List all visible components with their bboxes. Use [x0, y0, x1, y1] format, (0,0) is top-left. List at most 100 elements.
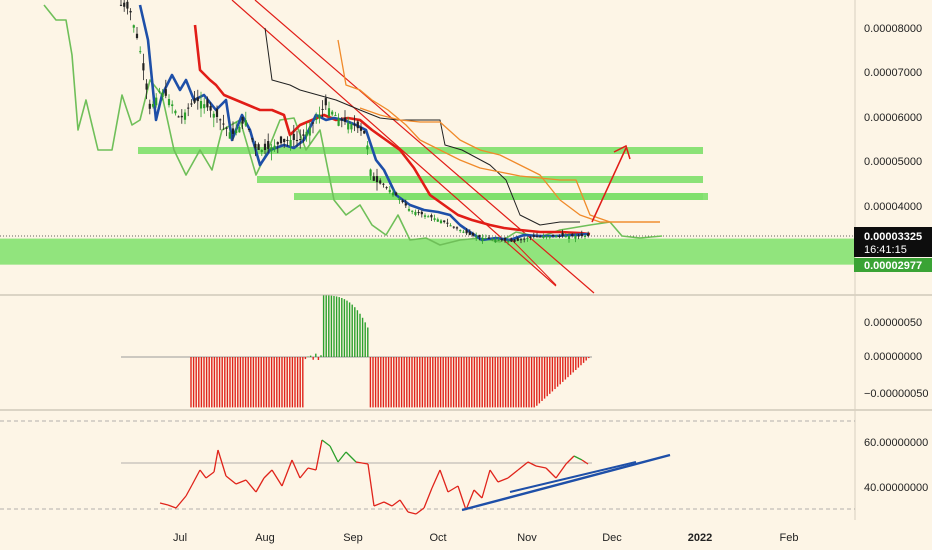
price-tick-label: 0.00006000: [864, 112, 922, 124]
candle-body: [571, 234, 574, 236]
arrow-shaft: [591, 147, 627, 223]
candlesticks: [119, 0, 590, 246]
rsi-segment: [465, 489, 475, 511]
time-tick-label: Dec: [602, 532, 622, 544]
candle-body: [436, 219, 439, 222]
candle-body: [327, 108, 331, 117]
rsi-segment: [291, 459, 301, 479]
rsi-segment: [271, 469, 283, 487]
candle-body: [206, 99, 209, 108]
candle-body: [276, 142, 279, 145]
resistance-band-1: [138, 147, 703, 154]
candle-body: [199, 101, 203, 109]
candle-body: [484, 238, 487, 240]
rsi-segment: [383, 501, 393, 507]
candle-body: [507, 241, 510, 243]
candle-body: [401, 200, 404, 203]
oscillator-tick-label: 0.00000050: [864, 317, 922, 329]
candle-body: [321, 108, 324, 110]
candle-body: [235, 130, 238, 134]
candle-body: [555, 236, 558, 238]
rsi-panel: [0, 420, 855, 515]
candle-body: [558, 235, 561, 237]
candle-body: [129, 10, 132, 13]
time-tick-label: Nov: [517, 532, 537, 544]
candle-body: [135, 33, 139, 38]
oscillator-histogram: [121, 295, 592, 408]
support-band: [0, 238, 855, 265]
candle-body: [535, 236, 539, 238]
candle-body: [164, 89, 167, 96]
resistance-band-2: [257, 176, 703, 183]
candle-body: [363, 130, 366, 134]
support-resistance-bands: [0, 147, 855, 265]
rsi-segment: [581, 459, 589, 465]
rsi-segment: [447, 485, 459, 493]
candle-body: [305, 131, 308, 137]
price-indicators: [43, 4, 663, 246]
rsi-trendline-2: [509, 461, 637, 493]
candle-body: [279, 136, 283, 144]
candle-body: [439, 220, 443, 223]
last-price-box: 0.00003325 16:41:15: [854, 227, 932, 257]
rsi-segment: [391, 499, 401, 507]
rsi-segment: [185, 484, 193, 497]
rsi-segment: [373, 501, 385, 507]
rsi-segment: [507, 469, 519, 479]
candle-body: [260, 150, 263, 152]
candle-body: [353, 124, 356, 126]
rsi-segment: [555, 463, 567, 479]
candle-body: [180, 115, 183, 118]
oscillator-tick-label: −0.00000050: [864, 388, 929, 400]
candle-body: [177, 116, 180, 118]
candle-body: [398, 198, 401, 201]
candle-body: [241, 116, 244, 124]
candle-body: [308, 127, 311, 136]
candle-body: [500, 238, 503, 241]
candle-body: [212, 113, 215, 118]
candle-body: [375, 176, 379, 183]
candle-body: [391, 192, 395, 196]
candle-body: [526, 237, 529, 239]
candle-body: [513, 239, 516, 242]
rsi-segment: [191, 469, 201, 486]
rsi-segment: [481, 469, 491, 499]
candle-body: [372, 176, 375, 181]
candle-body: [542, 236, 545, 239]
rsi-trendline: [461, 453, 671, 512]
candle-body: [139, 51, 142, 53]
rsi-segment: [431, 469, 441, 489]
candle-body: [423, 215, 427, 217]
time-tick-label: 2022: [688, 532, 712, 544]
candle-body: [577, 235, 580, 237]
rsi-segment: [399, 499, 409, 513]
candle-body: [347, 122, 350, 130]
candle-body: [580, 233, 583, 236]
moving-average-line: [138, 4, 589, 242]
candle-body: [196, 97, 199, 102]
countdown-label: 16:41:15: [864, 244, 907, 256]
candle-body: [551, 234, 555, 236]
candle-body: [459, 230, 462, 232]
time-tick-label: Sep: [343, 532, 363, 544]
rsi-segment: [315, 439, 323, 471]
candle-body: [404, 203, 407, 206]
baseline-kijun: [264, 27, 580, 226]
rsi-segment: [307, 467, 317, 471]
rsi-segment: [545, 467, 557, 479]
candle-body: [155, 97, 158, 106]
candle-body: [561, 232, 564, 236]
candle-body: [193, 98, 196, 103]
candle-body: [292, 133, 295, 140]
candle-body: [286, 139, 289, 141]
rsi-segment: [457, 485, 467, 511]
candle-body: [142, 63, 145, 71]
rsi-segment: [527, 461, 537, 467]
candle-body: [567, 236, 571, 239]
candle-body: [379, 180, 382, 184]
rsi-segment: [337, 451, 347, 463]
candle-body: [337, 118, 340, 126]
candle-body: [270, 147, 273, 152]
